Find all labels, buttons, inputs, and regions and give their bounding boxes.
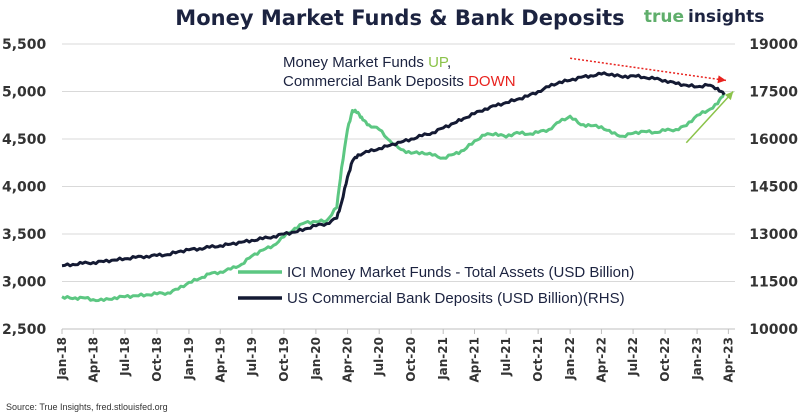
series-lines: [61, 71, 726, 303]
x-tick-label: Jul-18: [118, 337, 132, 377]
x-axis: Jan-18 Apr-18 Jul-18 Oct-18 Jan-19 Apr-19 Jul-…: [55, 328, 735, 382]
x-tick-label: Jul-21: [499, 337, 513, 377]
y-right-tick-label: 14500: [749, 180, 798, 196]
trend-arrows: [570, 57, 734, 144]
y-right-tick-label: 19000: [749, 37, 798, 53]
x-tick-label: Apr-18: [86, 337, 100, 382]
x-tick-label: Jan-23: [690, 337, 704, 381]
x-tick-label: Jan-22: [563, 337, 577, 381]
arrow-head: [724, 91, 734, 101]
brand-true: true: [644, 7, 684, 27]
x-tick-label: Apr-22: [594, 337, 608, 382]
annotation-line-2: Commercial Bank Deposits DOWN: [283, 73, 516, 90]
annotation-line-2-text: Commercial Bank Deposits: [283, 73, 468, 90]
brand-logo: true insights: [644, 7, 765, 27]
y-left-tick-label: 4,500: [2, 132, 47, 148]
annotation-line-1: Money Market Funds UP,: [283, 54, 451, 71]
x-tick-label: Jul-19: [245, 337, 259, 377]
annotation-line-1-end: ,: [447, 54, 451, 71]
legend-label-deposits: US Commercial Bank Deposits (USD Billion…: [287, 290, 625, 307]
x-tick-label: Apr-20: [341, 337, 355, 382]
annotation-line-1-text: Money Market Funds: [283, 54, 428, 71]
arrow-head: [717, 75, 726, 84]
series-line-deposits: [61, 71, 726, 268]
mmf-trend-arrow: [685, 90, 734, 144]
annotation: Money Market Funds UP, Commercial Bank D…: [283, 54, 516, 90]
x-tick-label: Apr-23: [721, 337, 735, 382]
x-tick-label: Jan-19: [182, 337, 196, 381]
x-tick-label: Oct-18: [150, 337, 164, 382]
y-axis-left: 2,500 3,000 3,500 4,000 4,500 5,000 5,500: [2, 37, 47, 338]
annotation-up-label: UP: [428, 54, 449, 71]
x-tick-label: Oct-21: [531, 337, 545, 382]
y-left-tick-label: 3,000: [2, 275, 47, 291]
x-tick-label: Jul-20: [372, 337, 386, 377]
y-left-tick-label: 2,500: [2, 322, 47, 338]
series-line-mmf: [61, 91, 726, 303]
source-note: Source: True Insights, fred.stlouisfed.o…: [6, 402, 168, 412]
brand-insights: insights: [688, 7, 764, 27]
x-tick-label: Oct-19: [277, 337, 291, 382]
y-left-tick-label: 4,000: [2, 180, 47, 196]
gridlines: [62, 43, 735, 330]
x-tick-label: Jan-20: [309, 337, 323, 381]
y-left-tick-label: 5,500: [2, 37, 47, 53]
y-left-tick-label: 3,500: [2, 227, 47, 243]
x-tick-label: Apr-19: [213, 337, 227, 382]
y-left-tick-label: 5,000: [2, 85, 47, 101]
y-right-tick-label: 10000: [749, 322, 798, 338]
y-right-tick-label: 17500: [749, 85, 798, 101]
legend-label-mmf: ICI Money Market Funds - Total Assets (U…: [287, 264, 634, 281]
y-right-tick-label: 13000: [749, 227, 798, 243]
x-tick-label: Apr-21: [467, 337, 481, 382]
y-right-tick-label: 16000: [749, 132, 798, 148]
y-axis-right: 10000 11500 13000 14500 16000 17500 19000: [749, 37, 798, 338]
x-tick-label: Jul-22: [626, 337, 640, 377]
x-tick-label: Oct-22: [658, 337, 672, 382]
annotation-down-label: DOWN: [468, 73, 516, 90]
x-tick-label: Jan-21: [436, 337, 450, 381]
x-tick-label: Jan-18: [55, 337, 69, 381]
y-right-tick-label: 11500: [749, 275, 798, 291]
page-title: Money Market Funds & Bank Deposits: [175, 6, 624, 30]
x-tick-label: Oct-20: [404, 337, 418, 382]
legend: ICI Money Market Funds - Total Assets (U…: [238, 264, 634, 307]
